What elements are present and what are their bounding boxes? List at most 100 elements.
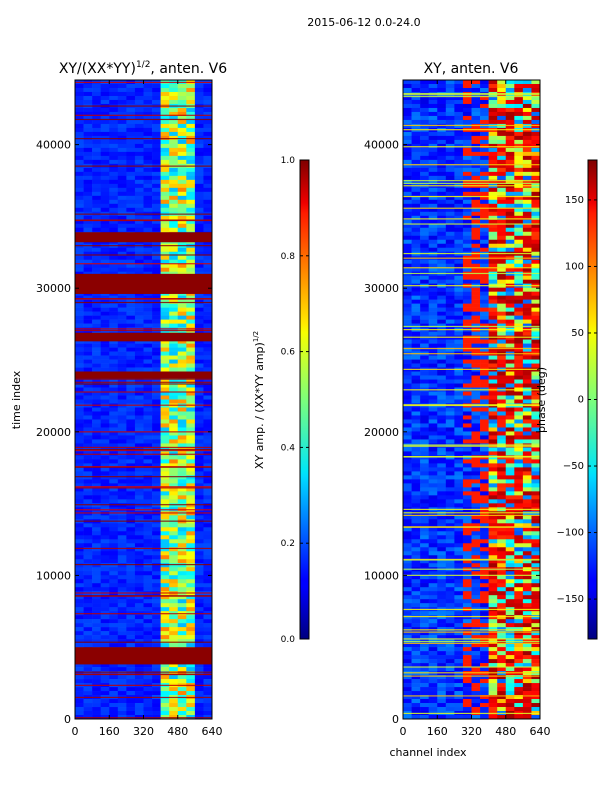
heatmap-cell bbox=[126, 227, 136, 233]
heatmap-cell bbox=[152, 435, 161, 440]
heatmap-cell bbox=[411, 291, 421, 296]
heatmap-cell bbox=[83, 199, 93, 205]
heatmap-cell bbox=[522, 471, 532, 476]
heatmap-cell bbox=[83, 347, 93, 352]
heatmap-cell bbox=[143, 531, 153, 536]
heatmap-cell bbox=[75, 295, 84, 300]
heatmap-cell bbox=[126, 219, 136, 225]
heatmap-cell bbox=[403, 439, 412, 444]
heatmap-cell bbox=[445, 483, 455, 488]
heatmap-cell bbox=[445, 631, 455, 636]
heatmap-cell bbox=[194, 143, 204, 149]
heatmap-cell bbox=[488, 551, 498, 556]
heatmap-cell bbox=[92, 131, 101, 137]
heatmap-cell bbox=[420, 215, 429, 221]
heatmap-cell bbox=[143, 295, 153, 300]
heatmap-cell bbox=[420, 575, 429, 580]
heatmap-cell bbox=[143, 555, 153, 560]
heatmap-cell bbox=[100, 559, 110, 564]
heatmap-cell bbox=[143, 183, 153, 189]
heatmap-cell bbox=[194, 399, 204, 404]
heatmap-cell bbox=[428, 259, 438, 265]
heatmap-cell bbox=[437, 391, 447, 396]
heatmap-cell bbox=[100, 427, 110, 432]
heatmap-cell bbox=[411, 167, 421, 173]
heatmap-cell bbox=[92, 227, 101, 233]
heatmap-cell bbox=[514, 479, 524, 484]
heatmap-cell bbox=[462, 347, 472, 352]
heatmap-cell bbox=[83, 583, 93, 588]
heatmap-cell bbox=[109, 339, 119, 344]
heatmap-cell bbox=[437, 523, 447, 528]
heatmap-cell bbox=[437, 211, 447, 217]
heatmap-cell bbox=[514, 643, 524, 648]
heatmap-cell bbox=[117, 167, 127, 173]
heatmap-cell bbox=[480, 299, 489, 304]
heatmap-cell bbox=[437, 231, 447, 237]
heatmap-cell bbox=[177, 459, 187, 464]
heatmap-cell bbox=[522, 275, 532, 280]
heatmap-cell bbox=[160, 387, 170, 392]
heatmap-cell bbox=[522, 355, 532, 360]
heatmap-cell bbox=[514, 539, 524, 544]
heatmap-cell bbox=[134, 195, 144, 201]
heatmap-cell bbox=[186, 459, 196, 464]
heatmap-cell bbox=[177, 395, 187, 400]
heatmap-cell bbox=[462, 223, 472, 229]
heatmap-cell bbox=[134, 491, 144, 496]
heatmap-cell bbox=[437, 139, 447, 145]
heatmap-cell bbox=[92, 295, 101, 300]
heatmap-cell bbox=[109, 711, 119, 716]
heatmap-cell bbox=[100, 183, 110, 189]
heatmap-cell bbox=[143, 167, 153, 173]
heatmap-cell bbox=[143, 711, 153, 716]
heatmap-cell bbox=[471, 515, 481, 520]
heatmap-cell bbox=[462, 447, 472, 452]
heatmap-cell bbox=[194, 503, 204, 508]
heatmap-cell bbox=[522, 175, 532, 181]
heatmap-cell bbox=[160, 191, 170, 197]
heatmap-cell bbox=[497, 503, 507, 508]
heatmap-cell bbox=[445, 83, 455, 89]
heatmap-cell bbox=[531, 647, 541, 652]
heatmap-cell bbox=[531, 523, 541, 528]
heatmap-cell bbox=[177, 199, 187, 205]
amplitude-panel-title: XY/(XX*YY)1/2, anten. V6 bbox=[59, 60, 227, 77]
heatmap-cell bbox=[194, 395, 204, 400]
heatmap-cell bbox=[454, 559, 464, 564]
heatmap-cell bbox=[75, 359, 84, 364]
heatmap-cell bbox=[194, 251, 204, 257]
heatmap-cell bbox=[497, 171, 507, 177]
heatmap-cell bbox=[75, 355, 84, 360]
heatmap-streak bbox=[75, 487, 212, 489]
heatmap-cell bbox=[403, 359, 412, 364]
heatmap-cell bbox=[462, 643, 472, 648]
heatmap-cell bbox=[488, 107, 498, 113]
heatmap-cell bbox=[522, 575, 532, 580]
heatmap-cell bbox=[505, 319, 515, 324]
heatmap-cell bbox=[160, 139, 170, 145]
heatmap-cell bbox=[471, 447, 481, 452]
heatmap-cell bbox=[100, 399, 110, 404]
heatmap-cell bbox=[522, 619, 532, 624]
heatmap-cell bbox=[203, 631, 213, 636]
heatmap-cell bbox=[75, 475, 84, 480]
heatmap-cell bbox=[92, 527, 101, 532]
heatmap-cell bbox=[428, 395, 438, 400]
heatmap-cell bbox=[403, 559, 412, 564]
heatmap-cell bbox=[403, 431, 412, 436]
heatmap-cell bbox=[411, 191, 421, 197]
heatmap-cell bbox=[117, 339, 127, 344]
heatmap-cell bbox=[83, 623, 93, 628]
heatmap-cell bbox=[117, 451, 127, 456]
heatmap-cell bbox=[497, 103, 507, 109]
heatmap-cell bbox=[437, 299, 447, 304]
heatmap-cell bbox=[437, 571, 447, 576]
heatmap-cell bbox=[497, 187, 507, 193]
heatmap-cell bbox=[403, 587, 412, 592]
heatmap-cell bbox=[454, 175, 464, 181]
heatmap-cell bbox=[143, 263, 153, 268]
heatmap-cell bbox=[445, 343, 455, 348]
heatmap-cell bbox=[126, 451, 136, 456]
heatmap-cell bbox=[134, 267, 144, 272]
